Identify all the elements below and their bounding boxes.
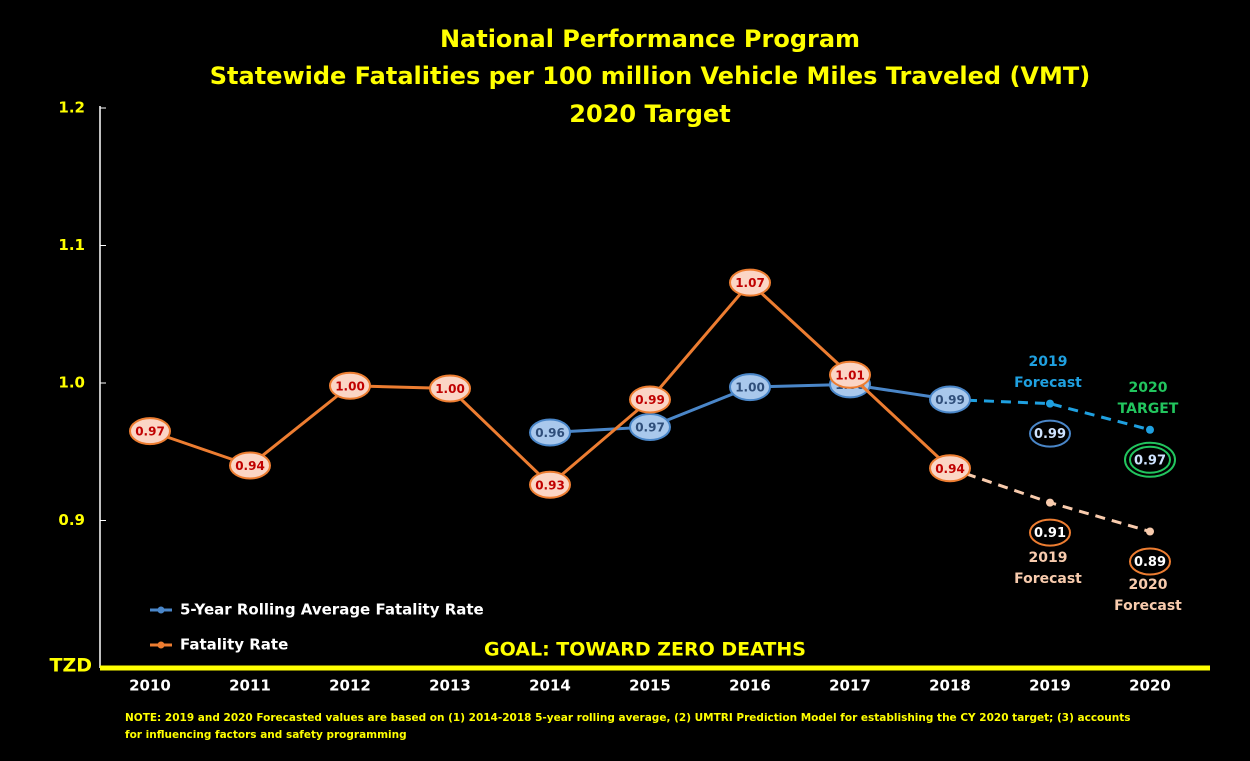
value-label: 0.91 (1034, 526, 1066, 541)
value-label-box (1129, 547, 1171, 576)
value-label: 1.00 (735, 381, 765, 395)
target-ring (1124, 441, 1176, 478)
chart-title: 2020 Target (569, 100, 730, 128)
value-label: 0.99 (935, 393, 965, 407)
value-label: 0.93 (535, 478, 565, 492)
x-tick-label: 2010 (129, 677, 171, 695)
value-label-box (329, 371, 371, 400)
value-label-box (629, 413, 671, 441)
value-label-box (129, 417, 171, 446)
forecast-point (1046, 399, 1054, 408)
x-tick-label: 2019 (1029, 677, 1071, 695)
x-tick-label: 2011 (229, 677, 271, 695)
x-tick-label: 2013 (429, 677, 471, 695)
annotation: TARGET (1118, 401, 1179, 417)
value-label-box (1029, 518, 1071, 547)
forecast-point (1046, 498, 1054, 507)
value-label-box (929, 385, 971, 414)
y-tick-label: 1.0 (58, 374, 85, 392)
value-label-box (729, 373, 771, 402)
value-label-box (529, 418, 571, 447)
value-label-box (729, 268, 771, 297)
annotation: 2020 (1129, 380, 1168, 396)
value-label: 0.97 (635, 421, 665, 435)
forecast-point (1146, 527, 1154, 536)
value-label-box (1129, 445, 1171, 474)
value-label-box (829, 360, 871, 389)
legend-label: Fatality Rate (180, 636, 288, 654)
value-label: 0.94 (235, 459, 265, 473)
legend-label: 5-Year Rolling Average Fatality Rate (180, 601, 484, 619)
value-label-box (629, 385, 671, 414)
value-label: 0.99 (1034, 427, 1066, 442)
annotation: 2019 (1029, 550, 1068, 566)
y-tick-label: 1.1 (58, 236, 85, 254)
y-tick-label: 1.2 (58, 99, 85, 117)
annotation: Forecast (1114, 598, 1182, 614)
x-tick-label: 2012 (329, 677, 371, 695)
value-label: 1.00 (435, 382, 465, 396)
x-tick-label: 2015 (629, 677, 671, 695)
value-label: 0.94 (935, 462, 965, 476)
legend-swatch (157, 606, 165, 614)
value-label: 1.07 (735, 276, 765, 290)
note: NOTE: 2019 and 2020 Forecasted values ar… (125, 712, 1131, 724)
value-label: 0.99 (635, 393, 665, 407)
value-label: 1.00 (335, 379, 365, 393)
value-label-box (1029, 419, 1071, 448)
value-label: 0.89 (1134, 555, 1166, 570)
value-label-box (229, 451, 271, 480)
x-tick-label: 2020 (1129, 677, 1171, 695)
goal: GOAL: TOWARD ZERO DEATHS (484, 639, 806, 661)
y-tick-label: TZD (49, 655, 92, 677)
x-tick-label: 2016 (729, 677, 771, 695)
annotation: 2019 (1029, 354, 1068, 370)
forecast-point (1146, 425, 1154, 434)
value-label-box (529, 470, 571, 499)
annotation: 2020 (1129, 577, 1168, 593)
note: for influencing factors and safety progr… (125, 729, 407, 741)
x-tick-label: 2018 (929, 677, 971, 695)
y-tick-label: 0.9 (58, 511, 85, 529)
chart-title: National Performance Program (440, 25, 860, 53)
value-label-box (429, 374, 471, 403)
chart-title: Statewide Fatalities per 100 million Veh… (210, 62, 1090, 90)
x-tick-label: 2017 (829, 677, 871, 695)
value-label: 0.97 (1134, 453, 1166, 468)
value-label-box (929, 454, 971, 483)
value-label: 1.01 (835, 368, 865, 382)
legend-swatch (157, 641, 165, 649)
value-label: 0.96 (535, 426, 565, 440)
annotation: Forecast (1014, 375, 1082, 391)
x-tick-label: 2014 (529, 677, 571, 695)
value-label: 0.97 (135, 425, 165, 439)
annotation: Forecast (1014, 571, 1082, 587)
